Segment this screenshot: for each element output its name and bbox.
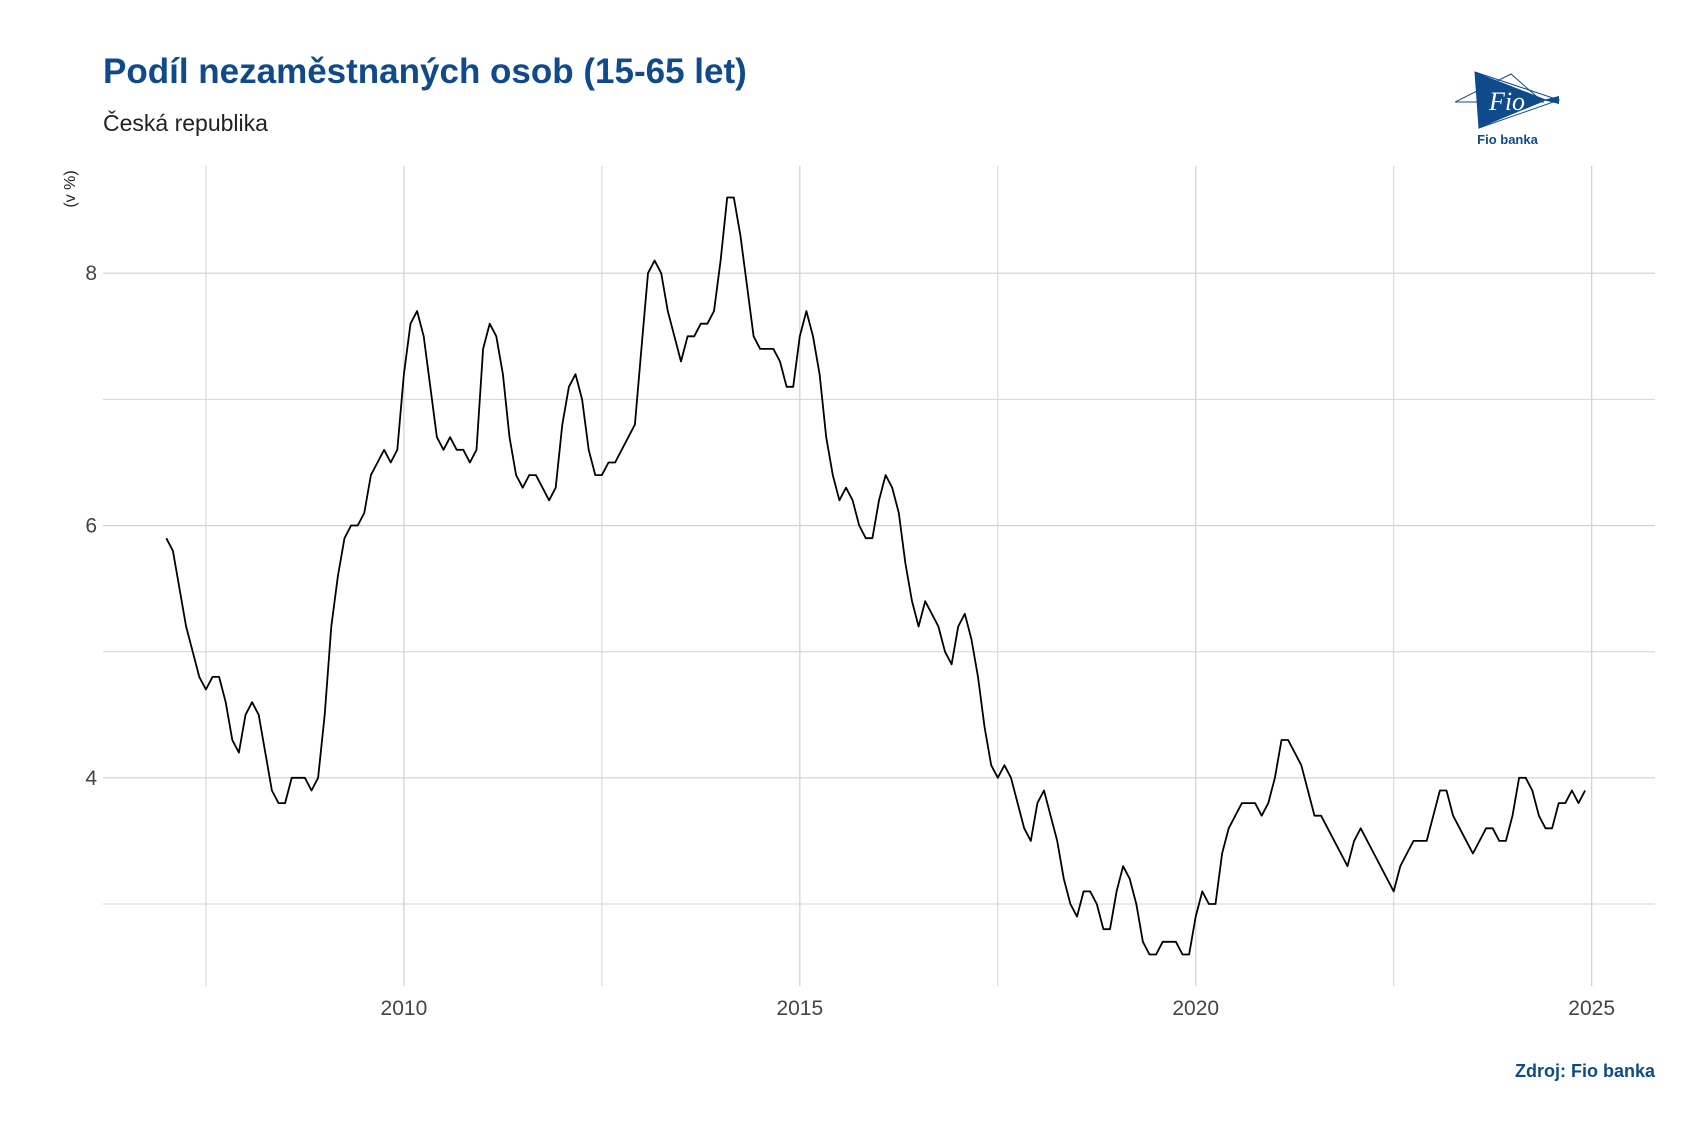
- chart-title: Podíl nezaměstnaných osob (15-65 let): [103, 52, 747, 91]
- series-line-unemployment: [165, 196, 1586, 956]
- chart-tick-labels: 2010 2015 2020 2025 4 6 8: [85, 262, 1615, 1020]
- chart-grid: [103, 166, 1655, 986]
- x-tick-label: 2025: [1568, 997, 1615, 1020]
- y-tick-label: 6: [85, 515, 97, 538]
- logo-name: Fio banka: [1477, 132, 1538, 147]
- y-tick-label: 8: [85, 262, 97, 285]
- x-tick-label: 2015: [776, 997, 823, 1020]
- y-axis-label: (v %): [62, 170, 79, 207]
- logo-mark-text: Fio: [1488, 87, 1525, 116]
- fio-logo-icon: Fio: [1454, 71, 1561, 129]
- chart-series: [165, 196, 1586, 956]
- chart-subtitle: Česká republika: [103, 110, 268, 136]
- y-tick-label: 4: [85, 767, 97, 790]
- fio-banka-logo: Fio Fio banka: [1454, 68, 1571, 154]
- x-tick-label: 2010: [381, 997, 428, 1020]
- x-tick-label: 2020: [1172, 997, 1219, 1020]
- source-note: Zdroj: Fio banka: [1514, 1061, 1655, 1081]
